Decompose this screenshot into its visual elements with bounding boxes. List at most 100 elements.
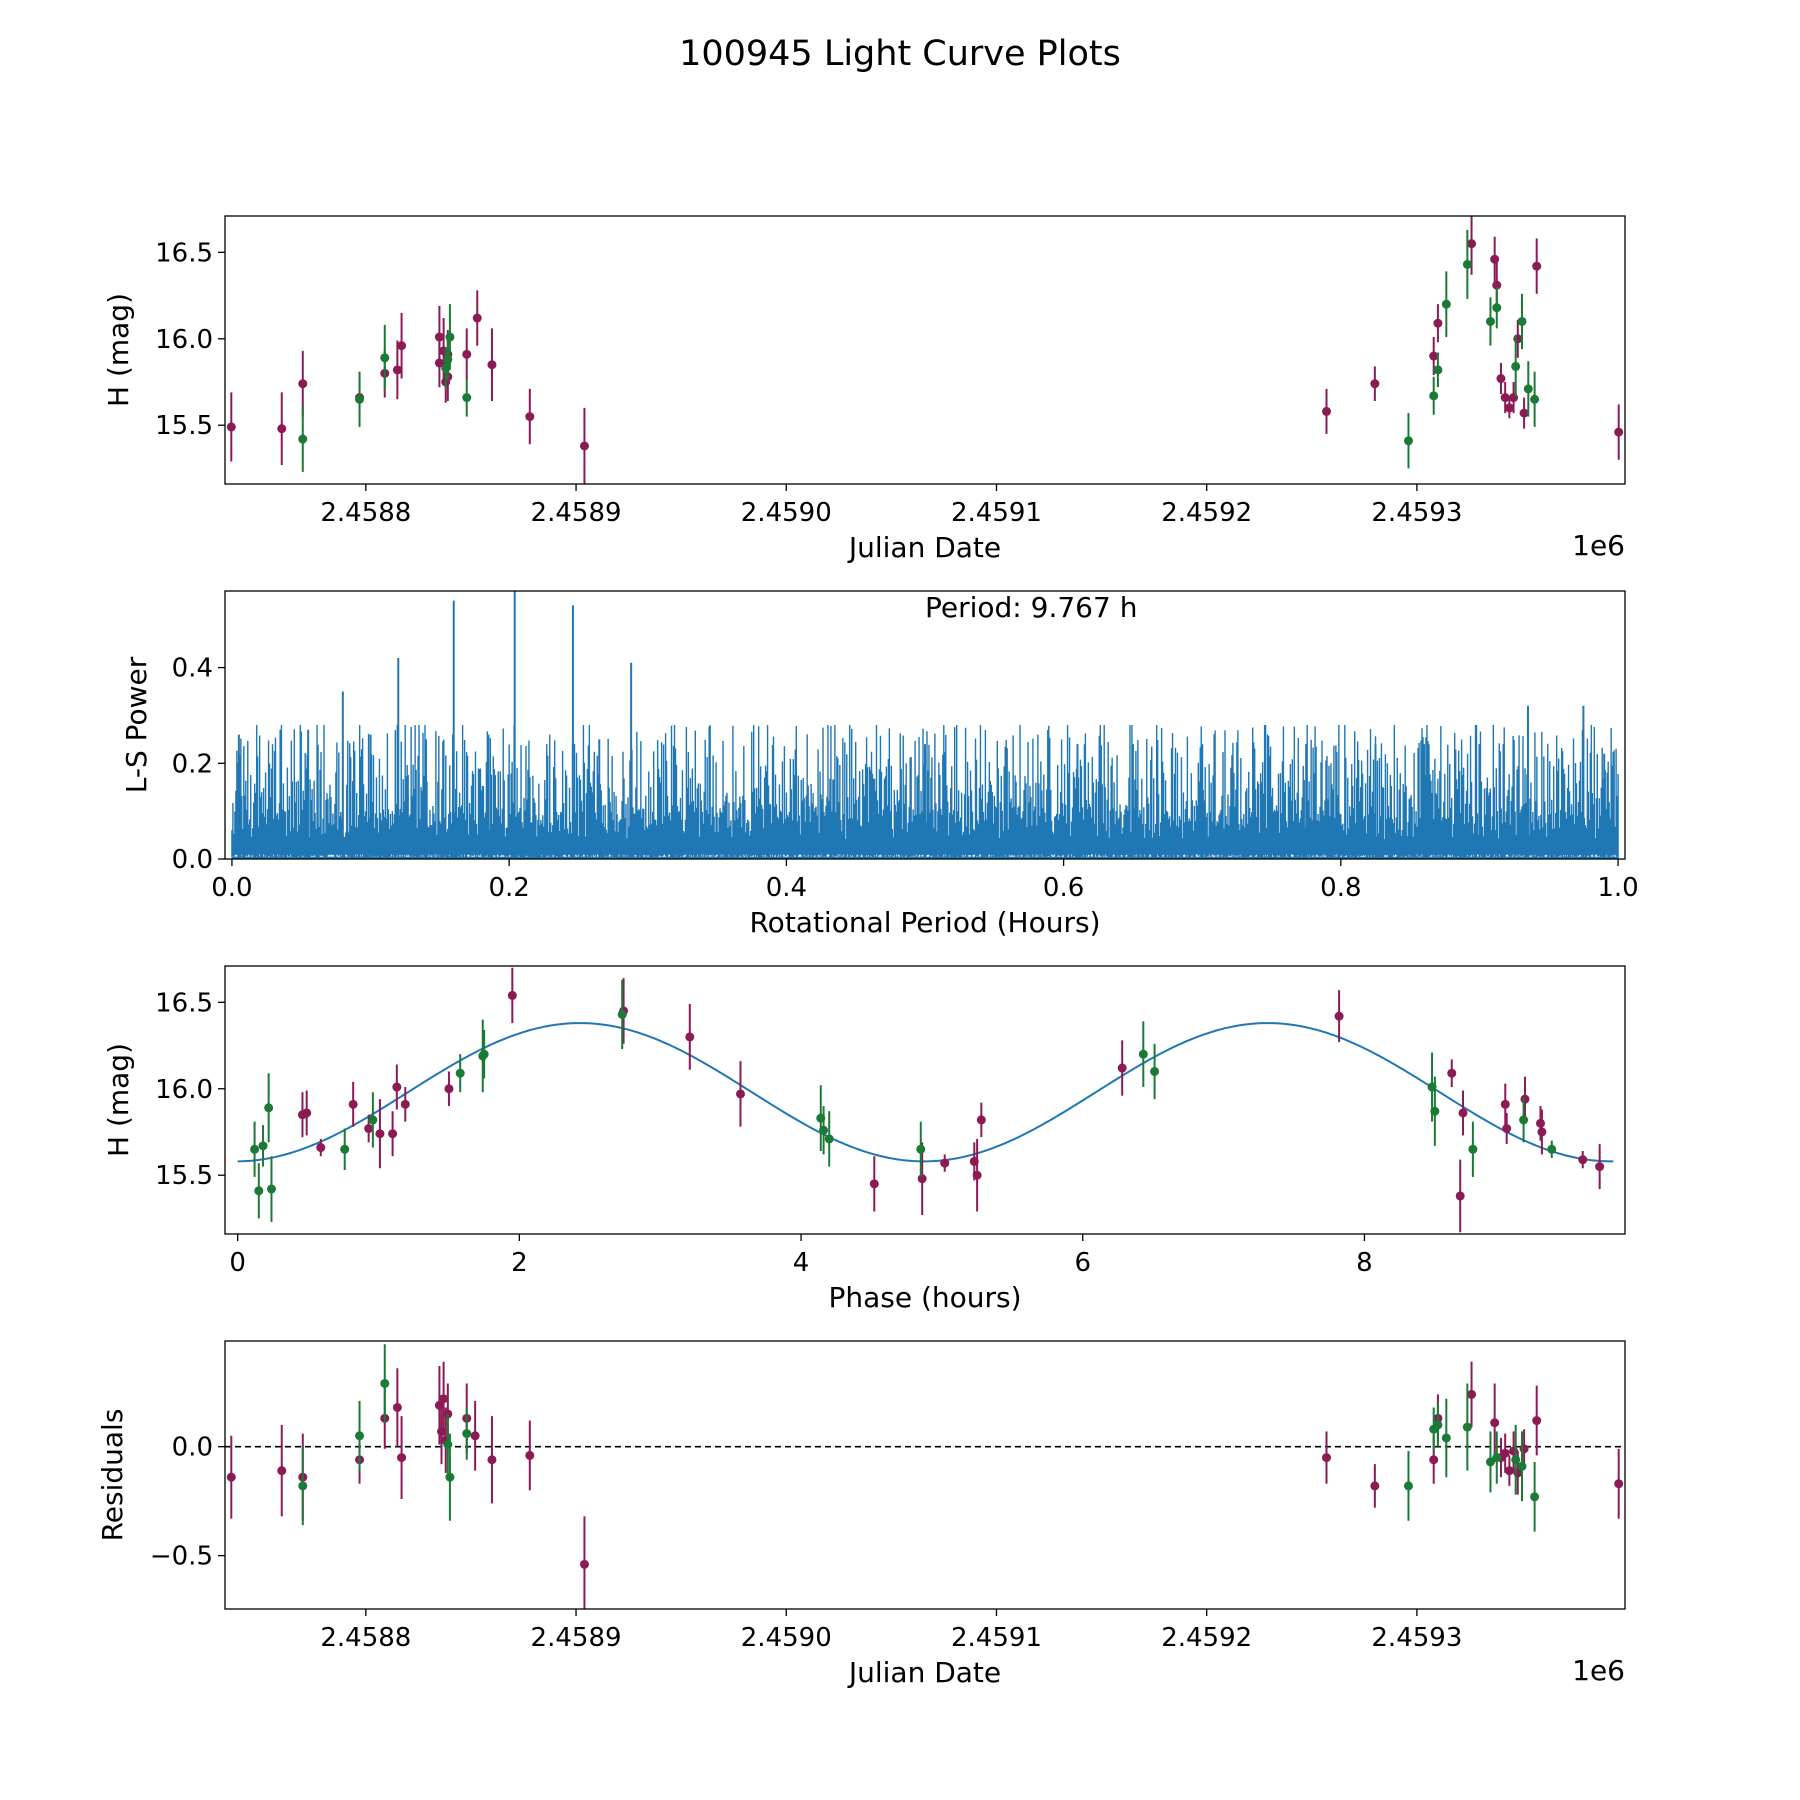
point-marker	[434, 358, 444, 368]
residuals-xlabel: Julian Date	[847, 1656, 1001, 1689]
y-tick-label: 0.4	[172, 654, 213, 684]
point-marker	[1614, 1479, 1624, 1489]
data-point	[1517, 1431, 1527, 1502]
power-noise-line	[231, 725, 1619, 859]
lightcurve-plot-area	[226, 216, 1624, 484]
point-marker	[1614, 427, 1624, 437]
residuals-frame	[224, 1340, 1626, 1610]
point-marker	[1468, 1144, 1478, 1154]
point-marker	[1441, 299, 1451, 309]
point-marker	[348, 1099, 358, 1109]
point-marker	[316, 1143, 326, 1153]
data-point	[298, 1446, 308, 1526]
data-point	[1447, 1059, 1457, 1088]
x-tick-label: 2.4593	[1371, 498, 1462, 528]
point-marker	[1535, 1118, 1545, 1128]
point-marker	[1138, 1049, 1148, 1059]
y-tick-label: 15.5	[155, 411, 213, 441]
point-marker	[1519, 1115, 1529, 1125]
x-tick-label: 2.4592	[1161, 498, 1252, 528]
data-point	[579, 1516, 589, 1609]
x-tick-label: 2.4593	[1371, 1623, 1462, 1653]
data-point	[1511, 1424, 1521, 1495]
data-point	[1150, 1043, 1160, 1100]
data-point	[579, 407, 589, 484]
point-marker	[298, 434, 308, 444]
phased-plot-area	[237, 967, 1614, 1233]
data-point	[1468, 1121, 1478, 1177]
point-marker	[397, 1453, 407, 1463]
data-point	[1537, 1109, 1547, 1155]
y-tick-label: 16.0	[155, 1075, 213, 1105]
model-curve	[237, 1022, 1614, 1163]
data-point	[1370, 1464, 1380, 1508]
point-marker	[355, 1431, 365, 1441]
point-marker	[1509, 393, 1519, 403]
data-point	[1492, 1431, 1502, 1484]
residuals-data	[225, 1344, 1625, 1609]
data-point	[1433, 352, 1443, 388]
point-marker	[1509, 1446, 1519, 1456]
point-marker	[1441, 1433, 1451, 1443]
x-tick-label: 0.6	[1043, 873, 1084, 903]
lightcurve-ylabel: H (mag)	[102, 293, 135, 407]
y-tick-label: −0.5	[150, 1542, 213, 1572]
point-marker	[298, 1481, 308, 1491]
data-point	[972, 1138, 982, 1212]
point-marker	[226, 422, 236, 432]
data-point	[340, 1128, 350, 1171]
y-tick-label: 0.2	[172, 749, 213, 779]
data-point	[735, 1061, 745, 1127]
data-point	[1517, 293, 1527, 350]
data-point	[316, 1138, 326, 1157]
residuals-ylabel: Residuals	[96, 1409, 129, 1542]
periodogram-data	[231, 591, 1619, 859]
figure-title: 100945 Light Curve Plots	[679, 34, 1121, 74]
point-marker	[368, 1115, 378, 1125]
periodogram-plot-area	[231, 591, 1619, 859]
phased-data	[237, 967, 1614, 1233]
data-point	[824, 1111, 834, 1167]
point-marker	[355, 394, 365, 404]
point-marker	[1467, 239, 1477, 249]
data-point	[1504, 397, 1514, 419]
phased-xlabel: Phase (hours)	[828, 1281, 1021, 1314]
x-tick-label: 2	[511, 1248, 528, 1278]
data-point	[1578, 1151, 1588, 1169]
data-point	[400, 1087, 410, 1122]
data-point	[388, 1111, 398, 1157]
point-marker	[916, 1144, 926, 1154]
x-tick-label: 2.4588	[320, 1623, 411, 1653]
data-point	[264, 1073, 274, 1143]
lightcurve-offset-label: 1e6	[1572, 529, 1625, 562]
point-marker	[437, 1426, 447, 1436]
data-point	[1485, 297, 1495, 346]
point-marker	[1530, 1492, 1540, 1502]
point-marker	[1455, 1191, 1465, 1201]
point-marker	[277, 1466, 287, 1476]
periodogram-ticks: 0.0 0.2 0.4 0.6 0.8 1.0 0.0 0.2 0.4	[172, 654, 1639, 903]
data-point	[455, 1054, 465, 1093]
point-marker	[824, 1134, 834, 1144]
data-point	[380, 1344, 390, 1423]
data-point	[1614, 1448, 1624, 1519]
data-point	[479, 1029, 489, 1079]
data-point	[445, 304, 455, 370]
point-marker	[302, 1108, 312, 1118]
data-point	[1403, 1451, 1413, 1521]
data-point	[392, 1064, 402, 1110]
point-marker	[1532, 261, 1542, 271]
data-point	[1430, 1076, 1440, 1146]
data-point	[250, 1121, 260, 1177]
point-marker	[250, 1144, 260, 1154]
point-marker	[1458, 1108, 1468, 1118]
data-point	[617, 979, 627, 1049]
periodogram-xlabel: Rotational Period (Hours)	[749, 906, 1100, 939]
point-marker	[1117, 1063, 1127, 1073]
y-tick-label: 16.5	[155, 238, 213, 268]
point-marker	[445, 332, 455, 342]
point-marker	[972, 1170, 982, 1180]
point-marker	[940, 1158, 950, 1168]
point-marker	[869, 1179, 879, 1189]
data-point	[1455, 1159, 1465, 1233]
